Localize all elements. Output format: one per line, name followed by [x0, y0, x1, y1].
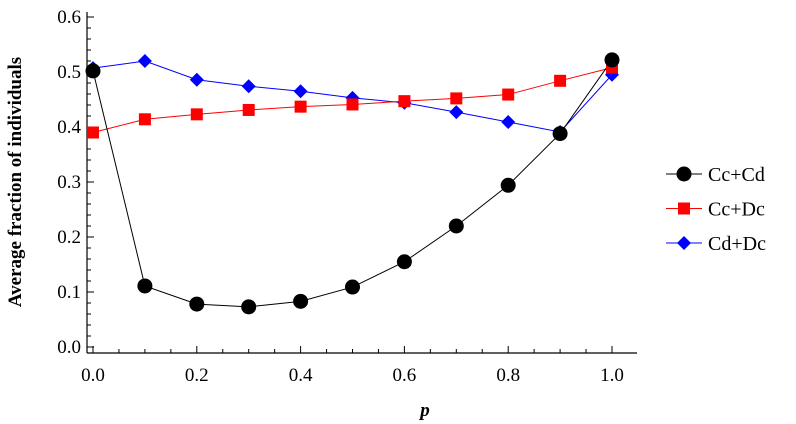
y-tick-label: 0.5: [57, 62, 81, 83]
data-point: [189, 296, 205, 312]
data-point: [552, 126, 568, 142]
data-point: [137, 278, 153, 294]
data-point: [501, 115, 516, 130]
legend-item: Cd+Dc: [666, 233, 766, 255]
data-point: [138, 113, 151, 126]
x-tick-label: 0.6: [393, 365, 417, 386]
legend-marker: [677, 236, 691, 250]
data-point: [241, 79, 256, 94]
data-point: [449, 105, 464, 120]
y-tick-label: 0.6: [57, 7, 81, 28]
legend-label: Cc+Dc: [708, 199, 765, 221]
data-point: [398, 95, 411, 108]
y-tick-label: 0.2: [57, 227, 81, 248]
data-point: [450, 92, 463, 105]
data-point: [87, 126, 99, 139]
legend-label: Cd+Dc: [708, 233, 766, 255]
data-point: [241, 299, 257, 315]
series-layer: [85, 52, 620, 315]
x-tick-label: 0.0: [81, 365, 105, 386]
data-point: [554, 74, 567, 87]
data-point: [448, 218, 464, 234]
data-point: [294, 100, 307, 113]
legend-label: Cc+Cd: [708, 164, 765, 186]
data-point: [604, 52, 620, 68]
legend: Cc+Cd Cc+Dc Cd+Dc: [666, 164, 766, 255]
data-point: [502, 88, 515, 101]
series-markers-cc-dc: [87, 61, 618, 139]
data-point: [242, 103, 255, 116]
y-tick-label: 0.4: [57, 117, 81, 138]
data-point: [346, 98, 359, 111]
x-tick-label: 0.8: [496, 365, 520, 386]
legend-marker: [678, 202, 690, 215]
legend-marker: [676, 166, 692, 182]
x-tick-label: 0.4: [289, 365, 313, 386]
data-point: [500, 177, 516, 193]
series-markers-cd-dc: [86, 54, 619, 139]
data-point: [190, 108, 203, 121]
data-point: [293, 84, 308, 99]
legend-item: Cc+Cd: [666, 164, 765, 186]
x-axis-title: p: [418, 400, 430, 421]
data-point: [345, 279, 360, 295]
y-axis-title: Average fraction of individuals: [5, 57, 26, 307]
data-point: [293, 293, 309, 309]
y-tick-label: 0.1: [57, 282, 81, 303]
x-tick-label: 1.0: [600, 365, 624, 386]
y-tick-label: 0.0: [57, 337, 81, 358]
series-markers-cc-cd: [85, 52, 620, 315]
y-tick-label: 0.3: [57, 172, 81, 193]
x-tick-label: 0.2: [185, 365, 209, 386]
data-point: [85, 63, 101, 79]
data-point: [137, 54, 152, 68]
data-point: [396, 254, 412, 270]
data-point: [189, 72, 204, 87]
legend-item: Cc+Dc: [666, 199, 765, 221]
